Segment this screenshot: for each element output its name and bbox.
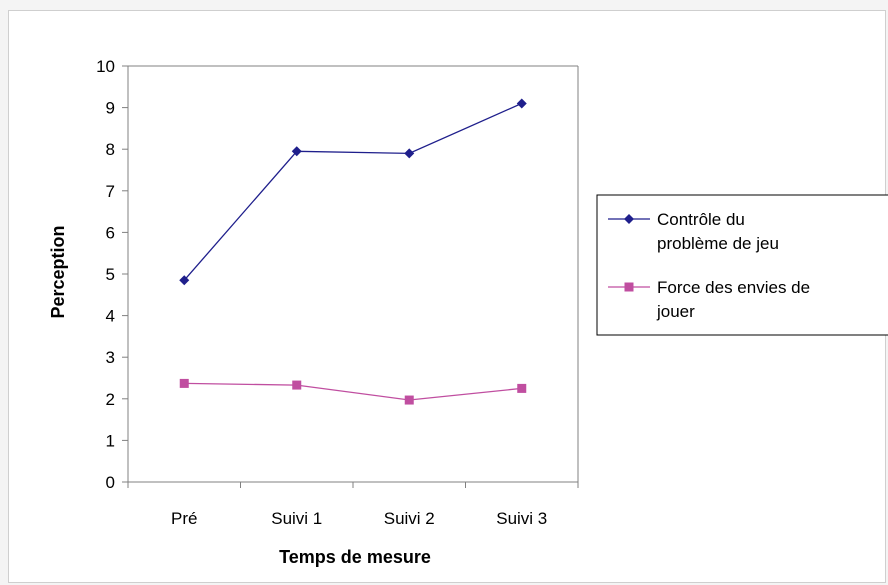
legend-swatch-marker-2 xyxy=(624,282,634,292)
series-1-point xyxy=(291,146,302,157)
y-tick-label: 0 xyxy=(106,473,115,492)
y-axis-ticks: 0 1 2 3 4 5 6 7 8 9 10 xyxy=(96,57,128,492)
series-2-point xyxy=(292,380,302,390)
y-tick-label: 8 xyxy=(106,140,115,159)
y-axis-title: Perception xyxy=(48,225,68,318)
y-tick-label: 9 xyxy=(106,99,115,118)
y-tick-label: 2 xyxy=(106,390,115,409)
series-layer xyxy=(179,98,527,405)
x-axis-title: Temps de mesure xyxy=(279,547,431,567)
x-tick-label: Suivi 3 xyxy=(496,509,547,528)
series-line-2 xyxy=(184,382,522,401)
legend: Contrôle du problème de jeu Force des envi… xyxy=(596,194,888,336)
series-1-point xyxy=(404,148,415,159)
x-tick-label: Suivi 2 xyxy=(384,509,435,528)
y-tick-label: 1 xyxy=(106,431,115,450)
series-2-point xyxy=(517,383,527,393)
plot-area xyxy=(127,65,579,483)
legend-label-2: jouer xyxy=(656,302,695,321)
x-axis-ticks: Pré Suivi 1 Suivi 2 Suivi 3 xyxy=(127,482,579,528)
legend-label-1: problème de jeu xyxy=(657,234,779,253)
y-tick-label: 4 xyxy=(106,307,115,326)
y-tick-label: 7 xyxy=(106,182,115,201)
series-2-point xyxy=(179,378,189,388)
series-line-1 xyxy=(183,102,523,281)
series-1-point xyxy=(179,275,190,286)
series-1-point xyxy=(516,98,527,109)
y-tick-label: 10 xyxy=(96,57,115,76)
legend-label-2: Force des envies de xyxy=(657,278,810,297)
legend-label-1: Contrôle du xyxy=(657,210,745,229)
legend-box xyxy=(596,194,888,336)
x-tick-label: Suivi 1 xyxy=(271,509,322,528)
series-2-point xyxy=(404,395,414,405)
y-tick-label: 6 xyxy=(106,223,115,242)
y-tick-label: 5 xyxy=(106,265,115,284)
x-tick-label: Pré xyxy=(171,509,197,528)
y-tick-label: 3 xyxy=(106,348,115,367)
legend-swatch-marker-1 xyxy=(624,214,634,224)
